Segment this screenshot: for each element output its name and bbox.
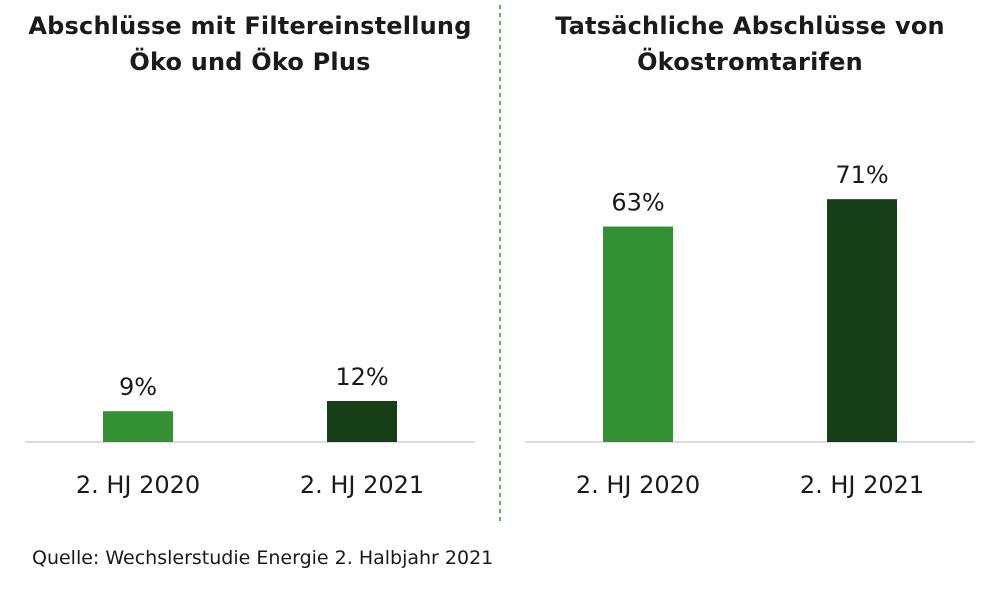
category-label-right-2: 2. HJ 2021 — [800, 471, 924, 499]
chart-title-right-line-1: Tatsächliche Abschlüsse von — [555, 12, 945, 40]
category-label-left-2: 2. HJ 2021 — [300, 471, 424, 499]
data-label-left-1: 9% — [119, 373, 157, 401]
bar-left-1 — [103, 411, 173, 442]
chart-title-right-line-2: Ökostromtarifen — [637, 48, 863, 76]
chart-title-left-line-1: Abschlüsse mit Filtereinstellung — [28, 12, 472, 40]
data-label-left-2: 12% — [335, 363, 388, 391]
category-label-left-1: 2. HJ 2020 — [76, 471, 200, 499]
source-note: Quelle: Wechslerstudie Energie 2. Halbja… — [32, 547, 494, 569]
category-label-right-1: 2. HJ 2020 — [576, 471, 700, 499]
bar-right-2 — [827, 199, 897, 442]
bar-left-2 — [327, 400, 397, 442]
bar-right-1 — [603, 226, 673, 442]
chart-title-left: Abschlüsse mit Filtereinstellung Öko und… — [10, 8, 490, 80]
chart-title-left-line-2: Öko und Öko Plus — [129, 48, 371, 76]
data-label-right-2: 71% — [835, 161, 888, 189]
chart-title-right: Tatsächliche Abschlüsse von Ökostromtari… — [510, 8, 990, 80]
data-label-right-1: 63% — [611, 189, 664, 217]
